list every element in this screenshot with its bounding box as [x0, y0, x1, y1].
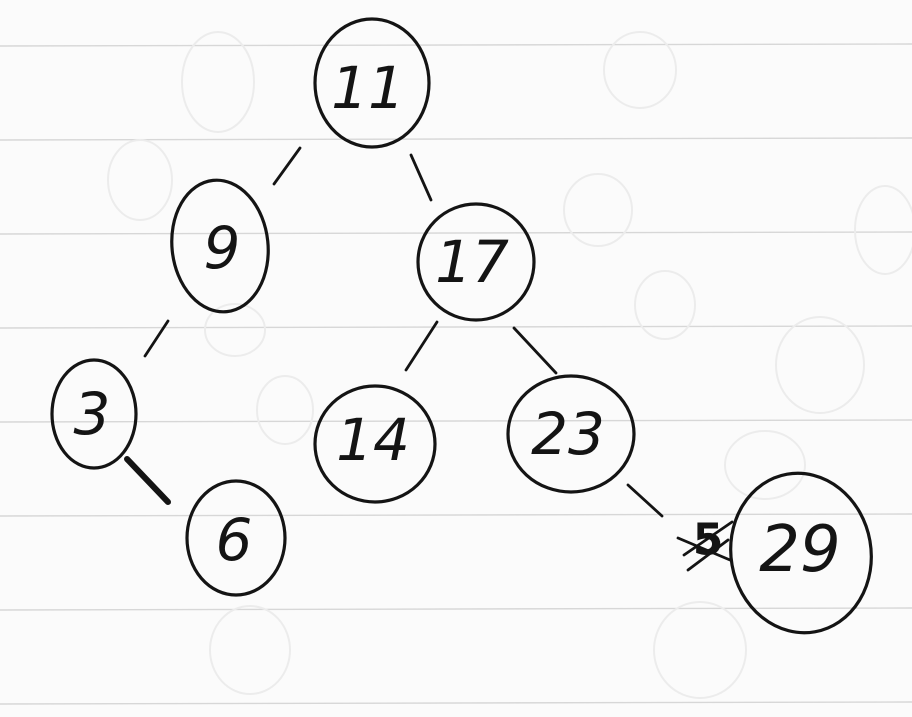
- node-circle: [506, 374, 636, 494]
- tree-node-17: 17: [416, 202, 536, 322]
- tree-node-29: 29: [729, 471, 873, 635]
- tree-node-3: 3: [50, 358, 138, 470]
- tree-edges: [124, 146, 664, 518]
- tree-node-6: 6: [185, 479, 287, 597]
- tree-node-14: 14: [313, 384, 437, 504]
- node-circle: [185, 479, 287, 597]
- node-label: 11: [331, 54, 405, 122]
- edge-17-23: [512, 326, 558, 375]
- node-circle: [313, 384, 437, 504]
- ruled-lines: [0, 43, 912, 705]
- node-circle: [170, 178, 270, 314]
- crossed-out-mark: 5: [676, 515, 734, 572]
- tree-node-23: 23: [506, 374, 636, 494]
- node-label: 3: [74, 380, 111, 448]
- node-label: 17: [435, 228, 509, 296]
- node-circle: [416, 202, 536, 322]
- node-circle: [729, 471, 873, 635]
- node-label: 14: [336, 406, 410, 474]
- node-label: 23: [531, 400, 605, 468]
- tree-node-11: 11: [313, 17, 431, 149]
- node-label: 29: [759, 513, 840, 587]
- scribble-stroke: [686, 538, 730, 572]
- node-label: 6: [216, 506, 253, 574]
- node-circle: [50, 358, 138, 470]
- edge-3-6: [124, 456, 171, 505]
- bleed-through-marks: [107, 31, 912, 699]
- tree-node-9: 9: [170, 178, 270, 314]
- node-circle: [313, 17, 431, 149]
- edge-11-9: [272, 146, 302, 186]
- edge-9-3: [143, 319, 170, 358]
- edge-23-29: [626, 483, 664, 518]
- edge-11-17: [409, 153, 433, 202]
- edge-17-14: [404, 320, 439, 372]
- scribble-stroke: [682, 520, 734, 557]
- node-label: 9: [204, 214, 241, 282]
- scribble-stroke: [676, 536, 732, 562]
